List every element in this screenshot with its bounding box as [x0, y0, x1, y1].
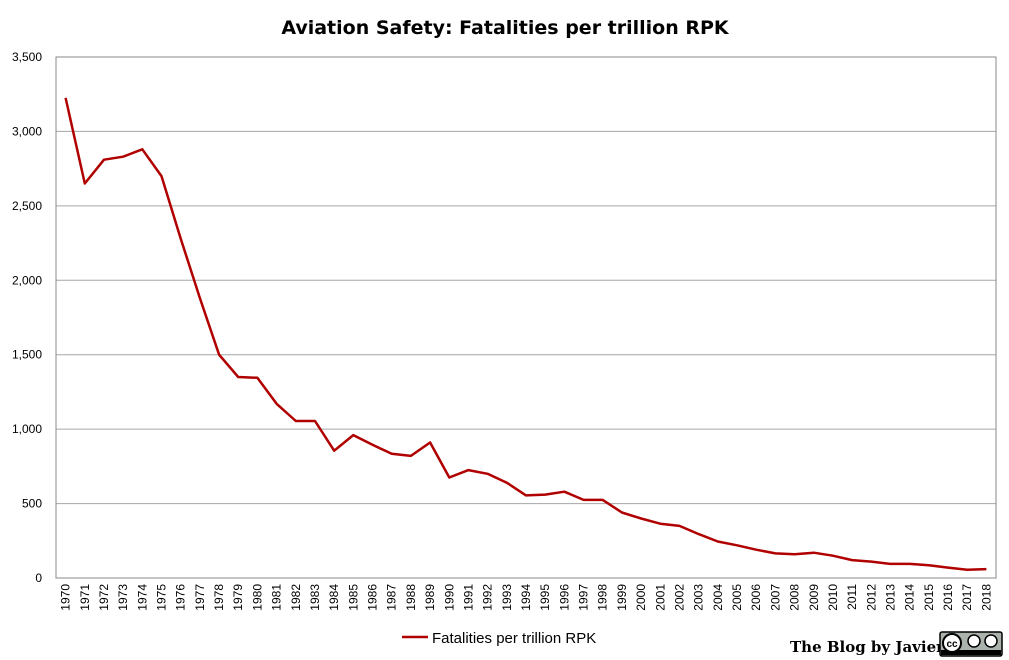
x-tick-label: 1990	[442, 584, 456, 611]
x-tick-label: 2004	[711, 584, 725, 611]
x-tick-label: 2011	[845, 584, 859, 610]
x-tick-label: 2016	[941, 584, 955, 611]
x-tick-label: 2003	[692, 584, 706, 611]
x-tick-label: 1996	[557, 584, 571, 611]
x-tick-label: 1970	[59, 584, 73, 611]
x-tick-label: 1984	[327, 584, 341, 611]
gridlines	[56, 130, 996, 505]
y-tick-label: 2,000	[12, 273, 42, 287]
x-tick-label: 1989	[423, 584, 437, 611]
y-tick-label: 0	[35, 571, 42, 585]
watermark: The Blog by Javier cc	[790, 631, 1003, 657]
x-tick-label: 2010	[826, 584, 840, 611]
x-tick-label: 1988	[404, 584, 418, 611]
x-tick-label: 1982	[289, 584, 303, 611]
x-axis-ticks: 1970 1971 1972 1973 1974 1975 1976 1977 1978 1979…	[59, 584, 994, 611]
x-tick-label: 1983	[308, 584, 322, 611]
x-tick-label: 2008	[788, 584, 802, 611]
x-tick-label: 1998	[596, 584, 610, 611]
series-line-fatalities	[64, 97, 987, 572]
y-tick-label: 500	[22, 497, 42, 511]
x-tick-label: 1980	[250, 584, 264, 611]
x-tick-label: 1994	[519, 584, 533, 611]
x-tick-label: 1974	[135, 584, 149, 611]
x-tick-label: 1972	[97, 584, 111, 611]
x-tick-label: 1992	[481, 584, 495, 611]
x-tick-label: 2012	[864, 584, 878, 611]
x-tick-label: 1991	[461, 584, 475, 611]
x-tick-label: 2018	[979, 584, 993, 611]
y-axis-ticks: 0 500 1,000 1,500 2,000 2,500 3,000 3,500	[12, 50, 42, 585]
y-tick-label: 1,500	[12, 348, 42, 362]
x-tick-label: 1971	[78, 584, 92, 611]
x-tick-label: 1977	[193, 584, 207, 611]
legend-label: Fatalities per trillion RPK	[432, 630, 596, 647]
cc-license-badge: cc	[939, 631, 1003, 657]
x-tick-label: 1976	[174, 584, 188, 611]
x-tick-label: 1973	[116, 584, 130, 611]
x-tick-label: 2009	[807, 584, 821, 611]
x-tick-label: 1981	[270, 584, 284, 611]
x-tick-label: 2014	[903, 584, 917, 611]
x-tick-label: 1985	[346, 584, 360, 611]
x-tick-label: 2000	[634, 584, 648, 611]
x-tick-label: 1993	[500, 584, 514, 611]
legend: Fatalities per trillion RPK	[402, 630, 596, 647]
x-tick-label: 1999	[615, 584, 629, 611]
x-tick-label: 1978	[212, 584, 226, 611]
x-tick-label: 2013	[883, 584, 897, 611]
x-tick-label: 1986	[366, 584, 380, 611]
x-tick-label: 2006	[749, 584, 763, 611]
x-tick-label: 2017	[960, 584, 974, 611]
chart-title: Aviation Safety: Fatalities per trillion…	[281, 17, 730, 39]
svg-text:cc: cc	[946, 639, 958, 650]
x-tick-label: 2015	[922, 584, 936, 611]
y-tick-label: 3,000	[12, 124, 42, 138]
x-tick-label: 2001	[653, 584, 667, 611]
x-tick-label: 2002	[672, 584, 686, 611]
plot-border	[55, 56, 997, 579]
x-tick-label: 2007	[768, 584, 782, 611]
x-tick-label: 2005	[730, 584, 744, 611]
y-tick-label: 2,500	[12, 199, 42, 213]
x-tick-label: 1979	[231, 584, 245, 611]
watermark-text: The Blog by Javier	[790, 638, 945, 656]
x-tick-label: 1987	[385, 584, 399, 611]
x-tick-label: 1995	[538, 584, 552, 611]
y-tick-label: 1,000	[12, 422, 42, 436]
x-tick-label: 1975	[155, 584, 169, 611]
y-tick-label: 3,500	[12, 50, 42, 64]
x-tick-label: 1997	[577, 584, 591, 611]
